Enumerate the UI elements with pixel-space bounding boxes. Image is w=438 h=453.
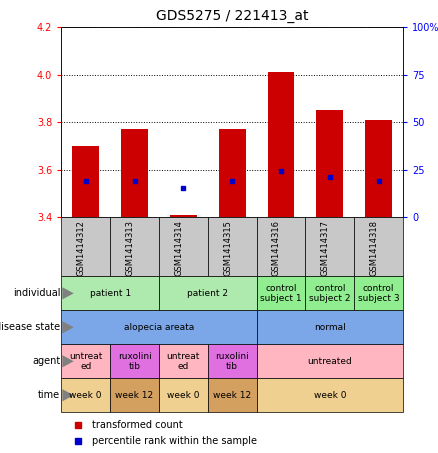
Bar (61, 276, 159, 310)
Bar (61, 310, 257, 344)
Bar (305, 217, 354, 276)
Bar (219, 130, 246, 217)
Bar (257, 310, 403, 344)
Text: GSM1414313: GSM1414313 (126, 221, 134, 276)
Bar (110, 378, 159, 412)
Bar (72, 146, 99, 217)
Bar (208, 344, 257, 378)
Text: individual: individual (13, 288, 60, 299)
Text: GSM1414317: GSM1414317 (321, 221, 330, 276)
Text: ruxolini
tib: ruxolini tib (215, 352, 249, 371)
Text: untreated: untreated (307, 357, 352, 366)
Bar (110, 344, 159, 378)
Bar (61, 217, 110, 276)
Text: week 0: week 0 (167, 391, 200, 400)
Text: untreat
ed: untreat ed (166, 352, 200, 371)
Bar (268, 72, 294, 217)
Text: week 0: week 0 (70, 391, 102, 400)
Text: patient 2: patient 2 (187, 289, 228, 298)
Text: percentile rank within the sample: percentile rank within the sample (92, 436, 257, 446)
Text: GSM1414315: GSM1414315 (223, 221, 232, 276)
Bar (305, 276, 354, 310)
Text: agent: agent (32, 356, 60, 366)
Text: week 12: week 12 (116, 391, 154, 400)
Bar (208, 378, 257, 412)
Text: GSM1414316: GSM1414316 (272, 221, 281, 276)
Text: GSM1414314: GSM1414314 (174, 221, 184, 276)
Bar (257, 378, 403, 412)
Bar (110, 217, 159, 276)
Bar (170, 215, 197, 217)
Text: time: time (38, 390, 60, 400)
Bar (208, 217, 257, 276)
Title: GDS5275 / 221413_at: GDS5275 / 221413_at (156, 10, 308, 24)
Text: disease state: disease state (0, 322, 60, 333)
Text: transformed count: transformed count (92, 420, 183, 430)
Text: control
subject 3: control subject 3 (358, 284, 399, 303)
Text: ruxolini
tib: ruxolini tib (118, 352, 152, 371)
Bar (365, 120, 392, 217)
Text: week 12: week 12 (213, 391, 251, 400)
Bar (159, 344, 208, 378)
Bar (61, 378, 110, 412)
Polygon shape (62, 287, 74, 299)
Bar (354, 276, 403, 310)
Polygon shape (62, 389, 74, 401)
Text: control
subject 2: control subject 2 (309, 284, 350, 303)
Bar (61, 344, 110, 378)
Bar (159, 217, 208, 276)
Text: GSM1414318: GSM1414318 (370, 221, 378, 276)
Text: alopecia areata: alopecia areata (124, 323, 194, 332)
Bar (257, 217, 305, 276)
Text: week 0: week 0 (314, 391, 346, 400)
Polygon shape (62, 355, 74, 367)
Bar (354, 217, 403, 276)
Text: normal: normal (314, 323, 346, 332)
Text: GSM1414312: GSM1414312 (77, 221, 86, 276)
Bar (159, 276, 257, 310)
Bar (257, 276, 305, 310)
Text: untreat
ed: untreat ed (69, 352, 102, 371)
Text: control
subject 1: control subject 1 (260, 284, 302, 303)
Bar (121, 130, 148, 217)
Bar (316, 111, 343, 217)
Text: patient 1: patient 1 (89, 289, 131, 298)
Bar (257, 344, 403, 378)
Polygon shape (62, 321, 74, 333)
Bar (159, 378, 208, 412)
